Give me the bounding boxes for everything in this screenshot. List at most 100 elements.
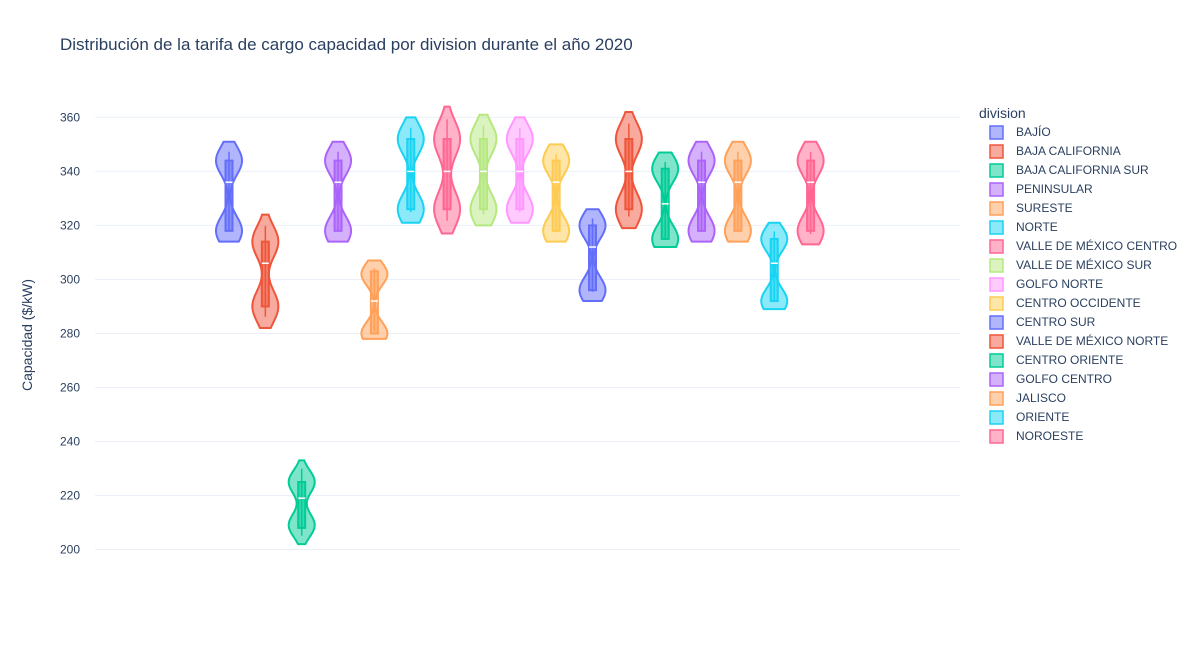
- violin-14[interactable]: [723, 140, 752, 243]
- legend-label: VALLE DE MÉXICO CENTRO: [1016, 238, 1177, 253]
- violin-box: [588, 224, 597, 292]
- legend-label: CENTRO ORIENTE: [1016, 353, 1123, 367]
- legend-label: BAJA CALIFORNIA SUR: [1016, 163, 1149, 177]
- violin-13[interactable]: [687, 140, 716, 243]
- y-tick-label: 200: [60, 542, 80, 556]
- y-tick-label: 360: [60, 110, 80, 124]
- violin-box: [406, 138, 416, 211]
- legend-item[interactable]: SURESTE: [989, 201, 1073, 216]
- violin-box: [442, 138, 452, 211]
- legend-label: CENTRO OCCIDENTE: [1016, 296, 1141, 310]
- legend-swatch: [989, 296, 1004, 311]
- chart-title: Distribución de la tarifa de cargo capac…: [60, 35, 633, 54]
- legend-label: VALLE DE MÉXICO SUR: [1016, 257, 1152, 272]
- violin-5[interactable]: [396, 116, 425, 224]
- legend-swatch: [989, 182, 1004, 197]
- legend-swatch: [989, 220, 1004, 235]
- violin-9[interactable]: [542, 143, 571, 243]
- y-axis: 200 220 240 260 280 300 320 340 360: [60, 110, 80, 556]
- violin-12[interactable]: [651, 151, 680, 249]
- legend-item[interactable]: NOROESTE: [989, 429, 1083, 444]
- violin-2[interactable]: [287, 459, 316, 546]
- violin-box: [624, 138, 634, 211]
- legend-label: ORIENTE: [1016, 410, 1069, 424]
- legend-item[interactable]: GOLFO NORTE: [989, 277, 1103, 292]
- violin-box: [478, 138, 488, 211]
- violin-1[interactable]: [251, 213, 280, 330]
- violin-box: [551, 159, 561, 232]
- legend-label: JALISCO: [1016, 391, 1066, 405]
- violin-box: [515, 138, 525, 211]
- y-tick-label: 220: [60, 488, 80, 502]
- legend-swatch: [989, 144, 1004, 159]
- legend-item[interactable]: BAJÍO: [989, 124, 1051, 140]
- legend-item[interactable]: CENTRO SUR: [989, 315, 1096, 330]
- legend-swatch: [989, 410, 1004, 425]
- violin-box: [224, 159, 234, 232]
- legend-label: PENINSULAR: [1016, 182, 1093, 196]
- legend-item[interactable]: BAJA CALIFORNIA SUR: [989, 163, 1149, 178]
- legend-item[interactable]: VALLE DE MÉXICO CENTRO: [989, 238, 1177, 254]
- legend-item[interactable]: JALISCO: [989, 391, 1066, 406]
- y-tick-label: 320: [60, 218, 80, 232]
- legend-swatch: [989, 429, 1004, 444]
- violin-box: [333, 159, 343, 232]
- violin-16[interactable]: [796, 140, 825, 246]
- legend-item[interactable]: CENTRO OCCIDENTE: [989, 296, 1141, 311]
- violin-8[interactable]: [505, 116, 534, 224]
- legend-label: BAJÍO: [1016, 124, 1051, 139]
- legend-item[interactable]: CENTRO ORIENTE: [989, 353, 1123, 368]
- violin-box: [369, 270, 379, 335]
- legend-item[interactable]: ORIENTE: [989, 410, 1069, 425]
- legend-label: NOROESTE: [1016, 429, 1083, 443]
- legend-item[interactable]: PENINSULAR: [989, 182, 1093, 197]
- legend-label: CENTRO SUR: [1016, 315, 1096, 329]
- legend-swatch: [989, 163, 1004, 178]
- y-tick-label: 340: [60, 164, 80, 178]
- violin-7[interactable]: [469, 113, 498, 227]
- y-tick-label: 260: [60, 380, 80, 394]
- legend-item[interactable]: VALLE DE MÉXICO NORTE: [989, 333, 1168, 349]
- violin-box: [697, 159, 707, 232]
- legend-item[interactable]: VALLE DE MÉXICO SUR: [989, 257, 1152, 273]
- legend-item[interactable]: NORTE: [989, 220, 1058, 235]
- legend-item[interactable]: GOLFO CENTRO: [989, 372, 1112, 387]
- y-tick-label: 300: [60, 272, 80, 286]
- legend-item[interactable]: BAJA CALIFORNIA: [989, 144, 1121, 159]
- legend-swatch: [989, 372, 1004, 387]
- legend-swatch: [989, 125, 1004, 140]
- violin-11[interactable]: [614, 111, 643, 230]
- legend-title: division: [979, 105, 1026, 121]
- violin-box: [297, 480, 307, 529]
- legend-swatch: [989, 258, 1004, 273]
- violin-10[interactable]: [578, 208, 607, 303]
- violin-box: [733, 159, 743, 232]
- y-tick-label: 280: [60, 326, 80, 340]
- y-tick-label: 240: [60, 434, 80, 448]
- legend-label: SURESTE: [1016, 201, 1073, 215]
- violin-box: [806, 159, 816, 232]
- violin-3[interactable]: [324, 140, 353, 243]
- legend-label: GOLFO NORTE: [1016, 277, 1103, 291]
- legend-label: VALLE DE MÉXICO NORTE: [1016, 333, 1168, 348]
- legend-swatch: [989, 201, 1004, 216]
- legend-swatch: [989, 239, 1004, 254]
- violin-6[interactable]: [433, 105, 462, 235]
- legend-swatch: [989, 277, 1004, 292]
- violin-layer: [215, 105, 825, 546]
- legend-swatch: [989, 334, 1004, 349]
- legend-swatch: [989, 315, 1004, 330]
- legend-label: BAJA CALIFORNIA: [1016, 144, 1121, 158]
- violin-15[interactable]: [760, 221, 789, 311]
- violin-box: [260, 240, 270, 308]
- violin-0[interactable]: [215, 140, 243, 243]
- y-axis-label: Capacidad ($/kW): [19, 279, 35, 391]
- violin-4[interactable]: [360, 259, 389, 340]
- legend[interactable]: division BAJÍO BAJA CALIFORNIA BAJA CALIFO…: [979, 105, 1177, 444]
- legend-label: NORTE: [1016, 220, 1058, 234]
- violin-box: [769, 237, 779, 303]
- legend-swatch: [989, 353, 1004, 368]
- legend-label: GOLFO CENTRO: [1016, 372, 1112, 386]
- legend-swatch: [989, 391, 1004, 406]
